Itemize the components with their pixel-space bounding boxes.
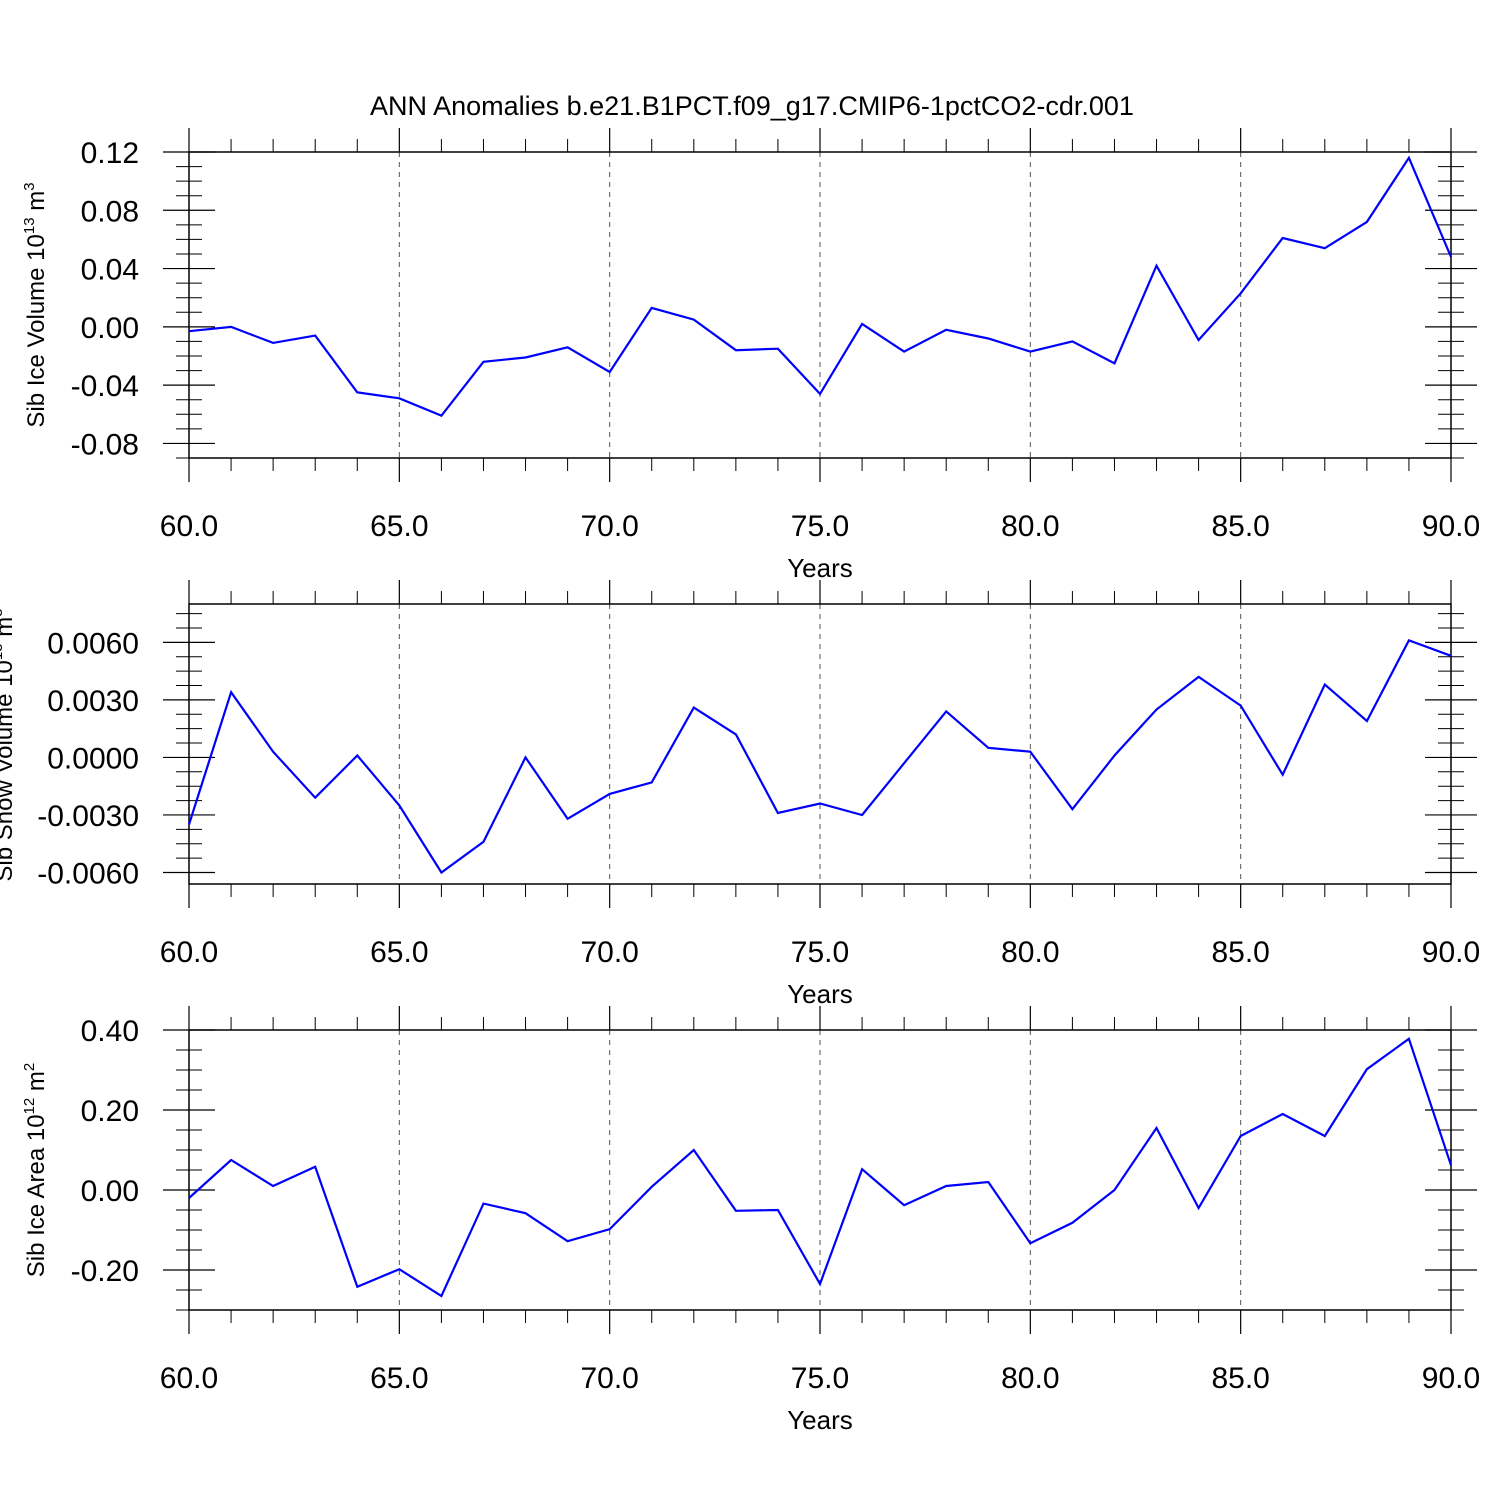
svg-text:Sib Ice Volume 1013 m3: Sib Ice Volume 1013 m3 [21,182,50,427]
x-tick-label: 80.0 [1001,1362,1059,1395]
y-tick-label: 0.08 [81,195,139,228]
x-tick-label: 65.0 [370,936,428,969]
x-tick-label: 80.0 [1001,510,1059,543]
x-tick-label: 90.0 [1422,1362,1480,1395]
x-axis-label: Years [787,979,853,1009]
y-tick-label: 0.0060 [47,627,139,660]
y-axis-label: Sib Ice Area 1012 m2 [21,1063,50,1277]
x-tick-label: 60.0 [160,510,218,543]
x-tick-label: 90.0 [1422,510,1480,543]
y-tick-label: 0.04 [81,254,139,287]
x-axis-label: Years [787,1405,853,1435]
panel-ice-area: 60.0 65.0 70.0 75.0 80.0 85.0 90.0 -0.20 0.00 0.2… [21,1006,1480,1435]
svg-text:Sib Snow Volume 1013 m3: Sib Snow Volume 1013 m3 [0,608,18,881]
chart-title: ANN Anomalies b.e21.B1PCT.f09_g17.CMIP6-… [370,91,1134,121]
series-line [188,1037,1453,1298]
x-tick-label: 85.0 [1211,936,1269,969]
x-tick-label: 60.0 [160,936,218,969]
y-tick-label: 0.12 [81,137,139,170]
x-tick-label: 75.0 [791,936,849,969]
series-line [188,155,1453,418]
x-tick-label: 65.0 [370,1362,428,1395]
y-tick-label: -0.20 [71,1255,139,1288]
x-tick-label: 85.0 [1211,510,1269,543]
y-tick-label: -0.0030 [37,800,139,833]
panel-snow-volume: 60.0 65.0 70.0 75.0 80.0 85.0 90.0 -0.0060 -0.00… [0,580,1480,1009]
x-tick-label: 70.0 [580,510,638,543]
panel-ice-volume: 60.0 65.0 70.0 75.0 80.0 85.0 90.0 -0.08 -0.04 0.… [21,128,1480,583]
x-tick-label: 70.0 [580,936,638,969]
y-axis-label: Sib Snow Volume 1013 m3 [0,608,18,881]
x-tick-label: 70.0 [580,1362,638,1395]
y-tick-label: 0.00 [81,1175,139,1208]
x-tick-label: 90.0 [1422,936,1480,969]
x-tick-label: 80.0 [1001,936,1059,969]
x-tick-label: 75.0 [791,1362,849,1395]
y-tick-label: 0.20 [81,1095,139,1128]
y-tick-label: -0.08 [71,428,139,461]
x-tick-label: 65.0 [370,510,428,543]
y-tick-label: 0.0000 [47,742,139,775]
x-tick-label: 85.0 [1211,1362,1269,1395]
y-tick-label: -0.04 [71,370,139,403]
y-tick-label: 0.0030 [47,685,139,718]
svg-text:Sib Ice Area 1012 m2: Sib Ice Area 1012 m2 [21,1063,50,1277]
y-axis-label: Sib Ice Volume 1013 m3 [21,182,50,427]
x-axis-label: Years [787,553,853,583]
y-tick-label: -0.0060 [37,857,139,890]
y-tick-label: 0.00 [81,312,139,345]
x-tick-label: 60.0 [160,1362,218,1395]
x-tick-label: 75.0 [791,510,849,543]
y-tick-label: 0.40 [81,1015,139,1048]
series-line [187,639,1452,875]
